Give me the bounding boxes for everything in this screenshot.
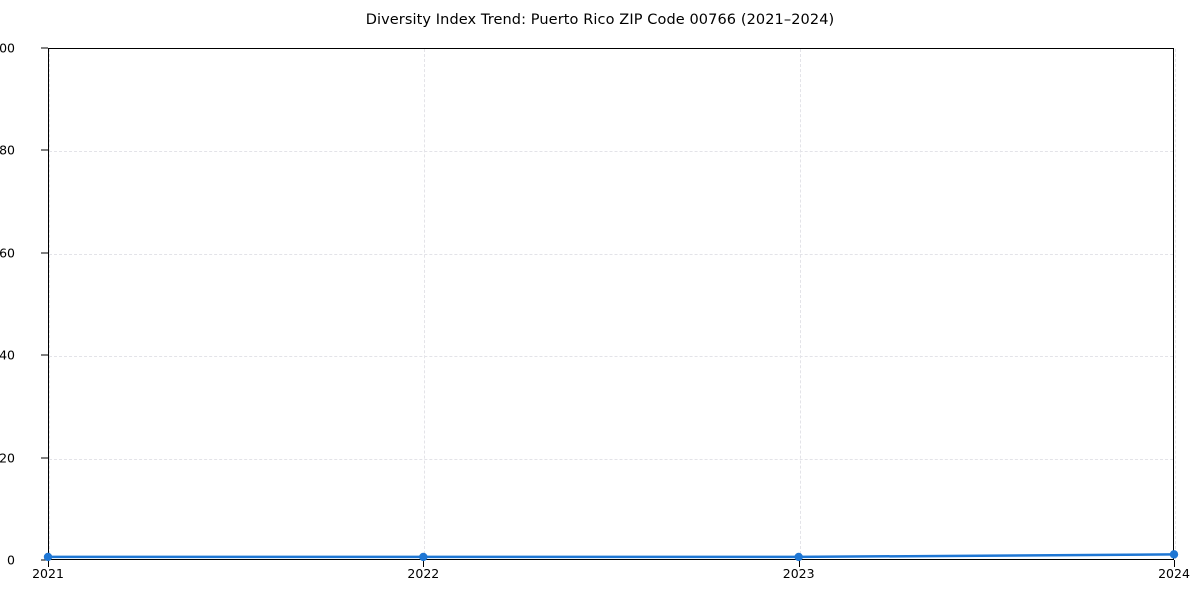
gridline-vertical (424, 49, 426, 559)
x-axis-tick-label: 2022 (407, 566, 440, 581)
x-axis-tick-label: 2021 (32, 566, 64, 581)
y-axis-tick-mark (41, 457, 48, 459)
gridline-horizontal (49, 253, 1173, 255)
y-axis-tick-mark (41, 149, 48, 151)
x-axis-tick-mark (1174, 560, 1175, 567)
x-axis-tick-mark (798, 560, 800, 567)
x-axis-tick-label: 2024 (1158, 566, 1190, 581)
gridline-vertical (1175, 49, 1176, 559)
y-axis-tick-mark (41, 47, 48, 49)
y-axis-tick-label: 100 (0, 40, 15, 56)
gridline-horizontal (49, 151, 1173, 153)
y-axis-tick-mark (41, 559, 48, 561)
y-axis-tick-label: 20 (0, 450, 15, 466)
y-axis-tick-label: 80 (0, 142, 15, 158)
x-axis-tick-mark (423, 560, 425, 567)
y-axis-tick-mark (41, 354, 48, 356)
plot-area (48, 48, 1176, 560)
y-axis-tick-mark (41, 252, 48, 254)
x-axis-tick-mark (48, 560, 49, 567)
chart-title: Diversity Index Trend: Puerto Rico ZIP C… (365, 12, 835, 28)
gridline-vertical (49, 49, 50, 559)
gridline-horizontal (49, 458, 1173, 460)
gridline-vertical (799, 49, 801, 559)
gridline-horizontal (49, 356, 1173, 358)
y-axis-tick-label: 40 (0, 347, 15, 363)
x-axis-tick-label: 2023 (782, 566, 815, 581)
y-axis-tick-label: 60 (0, 245, 15, 261)
y-axis-tick-label: 0 (7, 552, 15, 568)
